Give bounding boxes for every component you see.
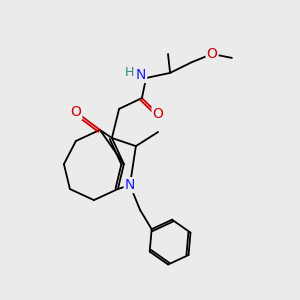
Text: O: O xyxy=(70,105,81,119)
Text: H: H xyxy=(124,65,134,79)
Text: N: N xyxy=(125,178,135,192)
Text: N: N xyxy=(136,68,146,82)
Text: O: O xyxy=(207,47,218,61)
Text: O: O xyxy=(153,107,164,121)
